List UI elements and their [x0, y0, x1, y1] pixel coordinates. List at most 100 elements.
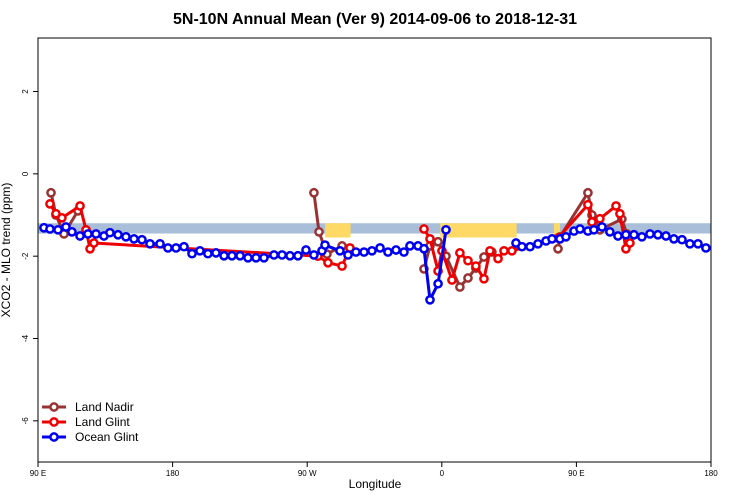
data-point: [113, 229, 123, 240]
data-point: [269, 250, 279, 260]
y-tick-label: 2: [21, 89, 30, 94]
data-point: [525, 241, 535, 252]
data-point: [137, 234, 147, 245]
data-point: [163, 243, 173, 253]
data-point: [367, 245, 377, 256]
data-point: [337, 261, 347, 271]
data-point: [219, 250, 229, 261]
data-point: [187, 248, 197, 259]
data-point: [293, 250, 303, 261]
y-tick-label: -6: [21, 417, 30, 425]
legend-label: Land Nadir: [75, 400, 134, 414]
data-point: [227, 250, 237, 261]
legend-marker: [49, 432, 59, 442]
y-tick-label: -2: [21, 252, 30, 260]
data-point: [391, 245, 401, 255]
data-point: [419, 224, 429, 234]
data-point: [335, 245, 345, 256]
x-axis-label: Longitude: [349, 477, 402, 491]
data-point: [91, 229, 101, 239]
data-point: [251, 252, 261, 263]
data-point: [447, 275, 457, 285]
data-point: [314, 227, 324, 237]
data-point: [653, 229, 663, 240]
data-point: [235, 250, 245, 261]
data-point: [547, 234, 557, 244]
data-point: [75, 201, 85, 211]
data-point: [611, 201, 621, 211]
data-point: [479, 273, 489, 284]
data-point: [121, 231, 131, 242]
data-point: [351, 247, 361, 257]
data-point: [517, 241, 527, 252]
data-point: [533, 238, 543, 249]
data-point: [605, 227, 615, 237]
data-point: [343, 250, 353, 260]
data-point: [309, 250, 319, 260]
data-point: [259, 252, 269, 263]
data-point: [507, 245, 517, 256]
data-point: [61, 222, 71, 232]
data-point: [399, 247, 409, 257]
data-point: [433, 236, 443, 247]
data-point: [701, 243, 711, 253]
data-point: [155, 238, 165, 249]
data-point: [685, 238, 695, 249]
data-point: [46, 187, 56, 198]
data-point: [89, 238, 99, 248]
x-tick-label: 180: [704, 469, 718, 478]
data-point: [425, 234, 435, 244]
data-point: [243, 252, 253, 263]
data-point: [171, 243, 181, 253]
x-tick-label: 180: [166, 469, 180, 478]
data-point: [45, 199, 55, 209]
data-point: [625, 238, 635, 248]
data-point: [375, 243, 385, 253]
legend-label: Land Glint: [75, 415, 130, 429]
data-point: [45, 224, 55, 234]
data-point: [629, 229, 639, 240]
y-tick-label: 0: [21, 171, 30, 176]
data-point: [323, 257, 333, 268]
data-point: [405, 241, 415, 251]
data-point: [383, 247, 393, 257]
data-point: [195, 245, 205, 256]
data-point: [575, 224, 585, 234]
data-point: [211, 248, 221, 258]
data-point: [359, 247, 369, 257]
data-point: [425, 294, 435, 305]
x-tick-label: 90 E: [568, 469, 584, 478]
data-point: [471, 261, 481, 271]
data-point: [637, 231, 647, 242]
chart-title: 5N-10N Annual Mean (Ver 9) 2014-09-06 to…: [173, 11, 577, 28]
data-point: [129, 234, 139, 244]
data-point: [455, 248, 465, 258]
data-point: [613, 231, 623, 241]
data-point: [455, 282, 465, 292]
data-point: [75, 231, 85, 241]
data-point: [67, 227, 77, 237]
data-point: [277, 250, 287, 260]
data-point: [203, 248, 213, 259]
x-tick-label: 90 W: [298, 469, 317, 478]
data-point: [320, 240, 330, 250]
data-point: [493, 253, 503, 264]
highlight: [325, 223, 351, 238]
data-point: [615, 208, 625, 219]
x-tick-label: 0: [440, 469, 445, 478]
data-point: [621, 229, 631, 240]
data-point: [83, 229, 93, 239]
legend-marker: [49, 417, 59, 427]
data-point: [583, 187, 593, 198]
data-point: [589, 224, 599, 235]
data-point: [597, 222, 607, 232]
data-point: [463, 273, 473, 283]
data-point: [583, 199, 593, 210]
data-point: [587, 217, 597, 227]
y-axis-label: XCO2 - MLO trend (ppm): [0, 183, 13, 318]
legend-label: Ocean Glint: [75, 430, 139, 444]
x-tick-label: 90 E: [30, 469, 46, 478]
data-point: [485, 245, 495, 256]
data-point: [561, 231, 571, 242]
